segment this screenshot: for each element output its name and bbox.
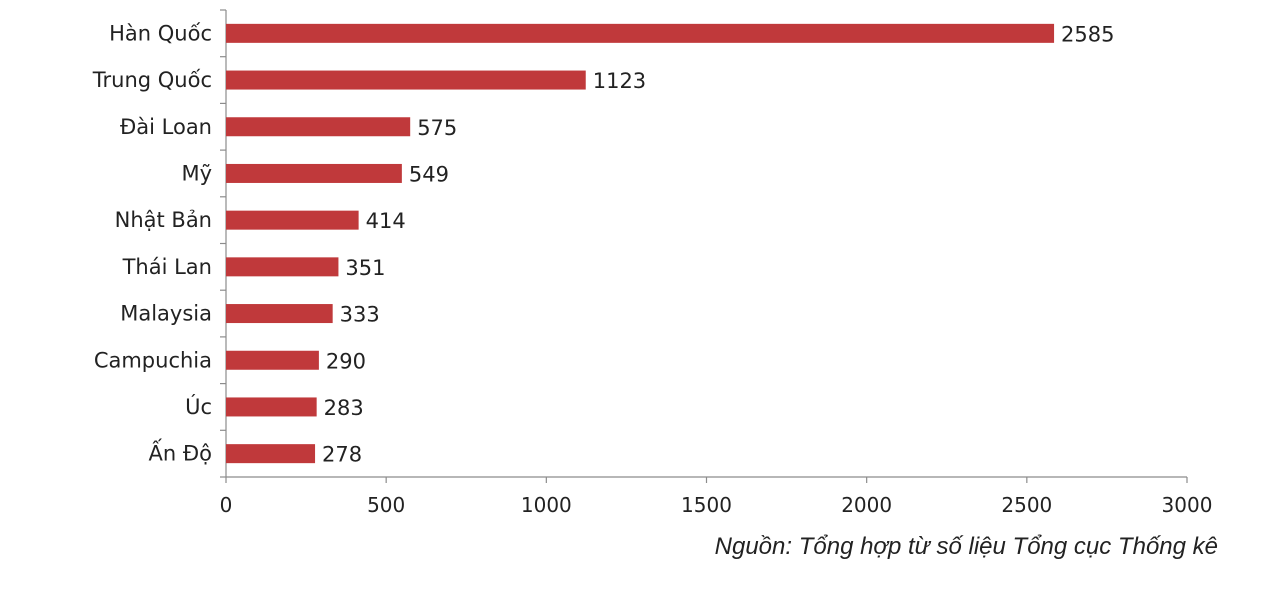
bar <box>226 350 319 370</box>
x-tick-label: 1500 <box>681 493 732 517</box>
data-label: 333 <box>340 303 380 327</box>
category-label: Thái Lan <box>122 255 212 279</box>
category-label: Campuchia <box>94 348 212 372</box>
bar <box>226 163 402 183</box>
data-label: 283 <box>324 396 364 420</box>
data-label: 575 <box>417 116 457 140</box>
category-label: Mỹ <box>181 161 212 185</box>
x-tick-label: 500 <box>367 493 405 517</box>
x-tick-label: 2500 <box>1001 493 1052 517</box>
data-label: 414 <box>366 209 406 233</box>
source-note: Nguồn: Tổng hợp từ số liệu Tổng cục Thốn… <box>714 533 1218 560</box>
x-tick-label: 2000 <box>841 493 892 517</box>
bar <box>226 444 316 464</box>
data-label: 549 <box>409 162 449 186</box>
x-tick-label: 1000 <box>521 493 572 517</box>
bar <box>226 304 333 324</box>
x-tick-label: 0 <box>220 493 233 517</box>
category-label: Đài Loan <box>120 115 212 139</box>
data-label: 351 <box>345 256 385 280</box>
bar <box>226 397 317 417</box>
data-label: 290 <box>326 349 366 373</box>
category-label: Hàn Quốc <box>109 21 212 45</box>
category-label: Trung Quốc <box>92 68 212 92</box>
bar <box>226 70 586 90</box>
bar <box>226 210 359 230</box>
data-label: 278 <box>322 443 362 467</box>
category-label: Úc <box>185 394 212 419</box>
data-label: 2585 <box>1061 22 1114 46</box>
bar <box>226 257 339 277</box>
data-label: 1123 <box>593 69 646 93</box>
bar <box>226 23 1055 43</box>
category-label: Nhật Bản <box>115 208 212 232</box>
category-label: Malaysia <box>120 302 212 326</box>
bar <box>226 117 411 137</box>
category-label: Ấn Độ <box>149 439 212 466</box>
x-tick-label: 3000 <box>1162 493 1213 517</box>
